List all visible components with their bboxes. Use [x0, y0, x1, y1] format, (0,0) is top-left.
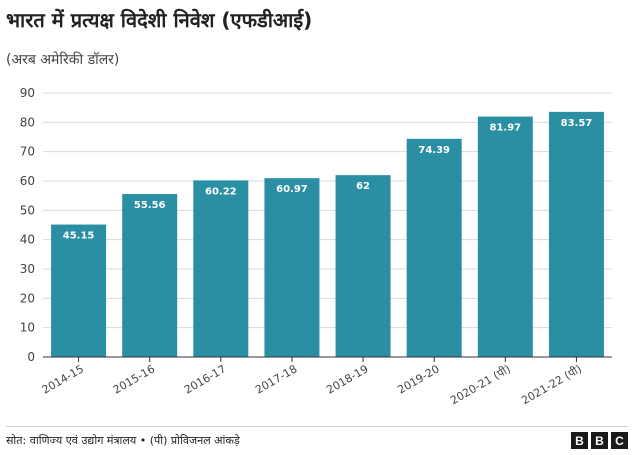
bbc-logo-letter: C — [611, 432, 628, 449]
bar — [477, 116, 533, 358]
y-tick-label: 60 — [20, 174, 35, 188]
y-tick-label: 40 — [20, 233, 35, 247]
x-tick-label: 2015-16 — [111, 362, 157, 396]
bbc-logo-letter: B — [591, 432, 608, 449]
bar — [193, 180, 249, 357]
x-tick-label: 2016-17 — [182, 362, 228, 396]
bar — [122, 194, 178, 357]
x-tick-label: 2014-15 — [40, 362, 86, 396]
bar-value-label: 81.97 — [489, 123, 521, 134]
source-note: सोत: वाणिज्य एवं उद्योग मंत्रालय • (पी) … — [6, 434, 240, 447]
bar-value-label: 74.39 — [418, 145, 450, 156]
x-tick-label: 2018-19 — [324, 362, 370, 396]
bar-value-label: 60.22 — [205, 186, 237, 197]
bar-value-label: 45.15 — [63, 231, 95, 242]
bar-value-label: 55.56 — [134, 200, 166, 211]
x-tick-label: 2020-21 (पी) — [448, 362, 513, 407]
bar-value-label: 60.97 — [276, 184, 308, 195]
bar — [406, 138, 462, 357]
y-tick-label: 90 — [20, 86, 35, 100]
y-tick-label: 50 — [20, 203, 35, 217]
chart-title: भारत में प्रत्यक्ष विदेशी निवेश (एफडीआई) — [6, 8, 313, 32]
bbc-logo-letter: B — [571, 432, 588, 449]
bar — [51, 224, 107, 357]
x-tick-label: 2019-20 — [395, 362, 441, 396]
y-tick-label: 20 — [20, 291, 35, 305]
x-tick-label: 2017-18 — [253, 362, 299, 396]
y-tick-label: 0 — [27, 350, 35, 364]
y-tick-label: 70 — [20, 145, 35, 159]
bar-chart: 0 10 20 30 40 50 60 70 80 90 45.15 2014-15 55.56 2015… — [20, 86, 612, 407]
bar-value-label: 62 — [356, 181, 370, 192]
bar-value-label: 83.57 — [561, 118, 593, 129]
bbc-logo: B B C — [571, 432, 628, 449]
y-tick-label: 10 — [20, 321, 35, 335]
chart-subtitle: (अरब अमेरिकी डॉलर) — [6, 52, 120, 68]
bar — [264, 178, 320, 357]
x-tick-label: 2021-22 (पी) — [519, 362, 584, 407]
bar — [335, 175, 391, 357]
y-tick-label: 30 — [20, 262, 35, 276]
y-tick-label: 80 — [20, 115, 35, 129]
bar — [548, 111, 604, 358]
footer-divider — [6, 426, 628, 427]
